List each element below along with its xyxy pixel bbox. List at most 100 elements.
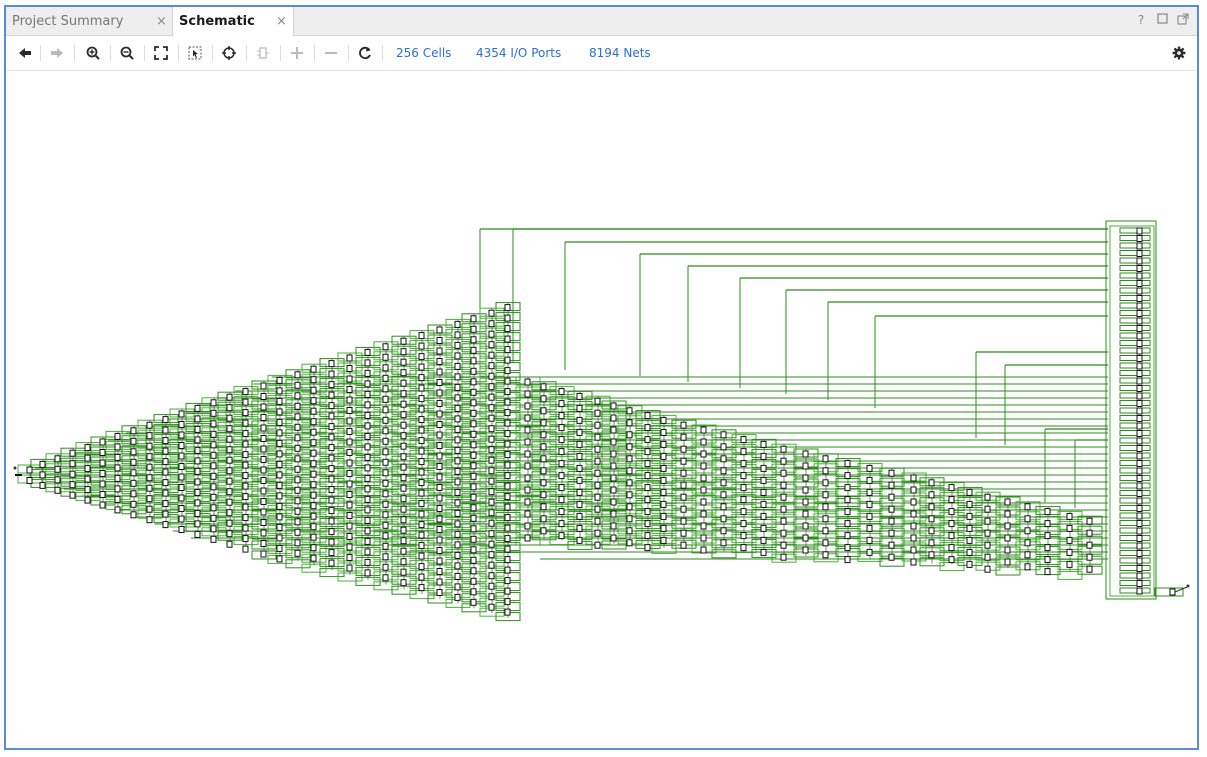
logic-cell xyxy=(194,530,201,538)
logic-cell xyxy=(558,436,565,444)
logic-cell xyxy=(948,508,955,516)
logic-cell xyxy=(984,553,991,561)
logic-cell xyxy=(470,441,477,449)
logic-cell xyxy=(888,553,895,561)
logic-cell xyxy=(178,452,185,460)
logic-cell xyxy=(178,526,185,533)
help-icon[interactable]: ? xyxy=(1137,13,1145,27)
refresh-icon[interactable] xyxy=(354,36,376,70)
restore-icon[interactable] xyxy=(1156,13,1168,28)
logic-cell xyxy=(594,517,601,525)
float-icon[interactable] xyxy=(1177,13,1189,28)
logic-cell xyxy=(310,481,317,489)
net-box xyxy=(1119,295,1151,301)
zoom-selection-icon[interactable] xyxy=(184,36,206,70)
logic-cell xyxy=(328,528,335,536)
logic-cell xyxy=(146,463,153,471)
net-wire xyxy=(1174,586,1188,593)
logic-cell xyxy=(436,463,443,470)
net-box xyxy=(1119,467,1151,474)
logic-cell xyxy=(760,476,767,484)
logic-cell xyxy=(99,459,106,467)
module-icon[interactable] xyxy=(252,36,274,70)
logic-cell xyxy=(454,467,461,475)
logic-cell xyxy=(1136,235,1143,242)
logic-cell xyxy=(226,404,233,412)
net-box xyxy=(1119,557,1151,564)
logic-cell xyxy=(720,479,727,487)
logic-cell xyxy=(540,491,547,499)
crosshair-icon[interactable] xyxy=(218,36,240,70)
logic-cell xyxy=(130,469,137,477)
logic-cell xyxy=(644,520,651,528)
logic-cell xyxy=(576,536,583,544)
logic-cell xyxy=(382,416,389,424)
logic-cell xyxy=(418,573,425,581)
zoom-out-icon[interactable] xyxy=(116,36,138,70)
logic-cell xyxy=(260,550,267,558)
close-icon[interactable]: × xyxy=(156,13,167,29)
logic-cell xyxy=(488,404,495,412)
logic-cell xyxy=(454,320,461,328)
logic-cell xyxy=(242,398,249,406)
forward-arrow-icon[interactable] xyxy=(46,36,68,70)
logic-cell xyxy=(1024,563,1031,571)
logic-cell xyxy=(680,469,687,477)
logic-cell xyxy=(418,584,425,592)
logic-cell xyxy=(178,484,185,491)
logic-cell xyxy=(294,518,301,526)
logic-cell xyxy=(488,509,495,517)
logic-cell xyxy=(576,464,583,472)
logic-cell xyxy=(328,538,335,546)
zoom-in-icon[interactable] xyxy=(82,36,104,70)
logic-cell xyxy=(488,383,495,391)
logic-cell xyxy=(436,589,443,596)
logic-cell xyxy=(346,354,353,362)
tab-schematic[interactable]: Schematic × xyxy=(172,7,294,36)
logic-cell xyxy=(130,427,137,435)
logic-cell xyxy=(454,457,461,465)
logic-cell xyxy=(1136,302,1143,310)
collapse-minus-icon[interactable] xyxy=(320,36,342,70)
logic-cell xyxy=(418,552,425,560)
logic-cell xyxy=(454,499,461,507)
net-box xyxy=(1119,422,1151,429)
logic-cell xyxy=(364,369,371,377)
net-box xyxy=(1119,392,1151,399)
logic-cell xyxy=(310,554,317,562)
settings-gear-icon[interactable] xyxy=(1168,36,1190,70)
logic-cell xyxy=(114,506,121,514)
tab-project-summary[interactable]: Project Summary × xyxy=(6,7,171,35)
schematic-diagram[interactable] xyxy=(6,71,1197,748)
expand-plus-icon[interactable] xyxy=(286,36,308,70)
cells-count[interactable]: 256 Cells xyxy=(396,46,452,60)
net-box xyxy=(1119,580,1151,586)
logic-cell xyxy=(740,532,747,540)
logic-cell xyxy=(610,486,617,494)
logic-cell xyxy=(162,468,169,476)
logic-cell xyxy=(310,386,317,394)
logic-cell xyxy=(594,541,601,549)
logic-cell xyxy=(576,452,583,460)
logic-cell xyxy=(454,415,461,423)
logic-cell xyxy=(400,474,407,482)
logic-cell xyxy=(524,438,531,446)
logic-cell xyxy=(626,467,633,475)
logic-cell xyxy=(242,535,249,543)
logic-cell xyxy=(1136,295,1143,302)
logic-cell xyxy=(242,388,249,396)
zoom-fit-icon[interactable] xyxy=(150,36,172,70)
back-arrow-icon[interactable] xyxy=(14,36,36,70)
logic-cell xyxy=(436,368,443,376)
schematic-canvas[interactable] xyxy=(6,71,1197,748)
logic-cell xyxy=(540,419,547,427)
io-ports-count[interactable]: 4354 I/O Ports xyxy=(476,46,562,60)
logic-cell xyxy=(1024,539,1031,547)
logic-cell xyxy=(540,503,547,511)
logic-cell xyxy=(454,352,461,360)
logic-cell xyxy=(1086,529,1093,537)
nets-count[interactable]: 8194 Nets xyxy=(589,46,651,60)
close-icon[interactable]: × xyxy=(276,14,287,29)
logic-cell xyxy=(436,379,443,386)
logic-cell xyxy=(700,510,707,518)
